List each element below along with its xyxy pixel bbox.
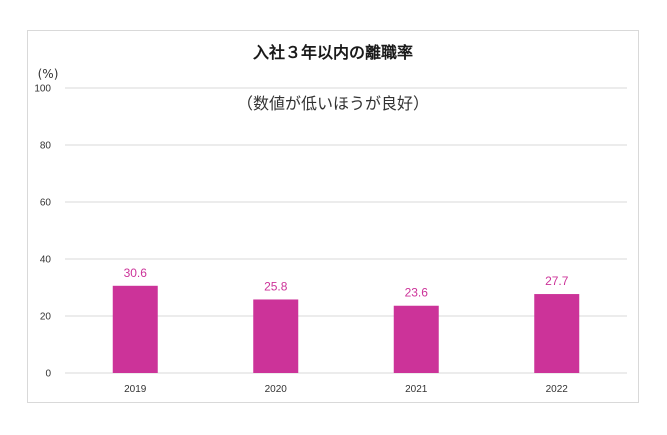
y-tick-label-40: 40 — [40, 255, 52, 266]
bar-2021 — [393, 305, 439, 373]
x-tick-label-2022: 2022 — [546, 384, 569, 395]
bar-layer — [112, 285, 580, 373]
bar-2019 — [112, 285, 158, 373]
data-label-2019: 30.6 — [124, 266, 148, 280]
y-tick-label-20: 20 — [40, 312, 52, 323]
x-tick-label-2021: 2021 — [405, 384, 428, 395]
grid-layer — [65, 87, 627, 374]
data-label-2022: 27.7 — [545, 274, 569, 288]
x-tick-label-2020: 2020 — [265, 384, 288, 395]
y-tick-label-80: 80 — [40, 141, 52, 152]
label-layer: 0 20 40 60 80 100 30.6 2019 25.8 2020 23.6 2021 27.7… — [34, 84, 568, 396]
data-label-2021: 23.6 — [405, 286, 429, 300]
chart-subtitle: （数値が低いほうが良好） — [237, 94, 429, 113]
y-tick-label-100: 100 — [34, 84, 51, 95]
x-tick-label-2019: 2019 — [124, 384, 147, 395]
bar-2022 — [534, 294, 580, 373]
y-tick-label-0: 0 — [45, 369, 51, 380]
data-label-2020: 25.8 — [264, 279, 288, 293]
y-axis-unit: (%) — [38, 67, 59, 81]
bar-2020 — [253, 299, 299, 373]
y-tick-label-60: 60 — [40, 198, 52, 209]
chart-title: 入社３年以内の離職率 — [253, 43, 413, 62]
